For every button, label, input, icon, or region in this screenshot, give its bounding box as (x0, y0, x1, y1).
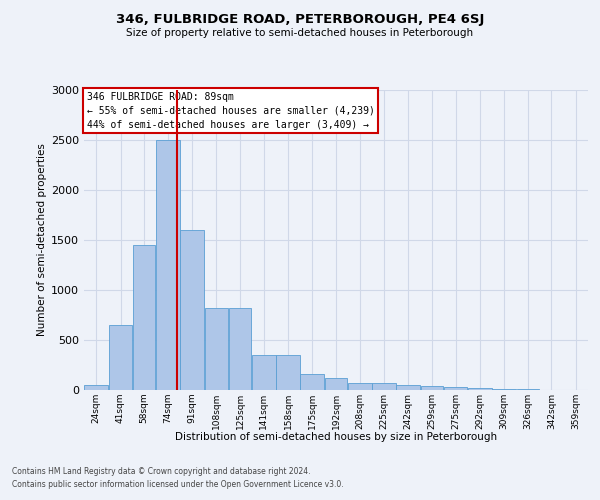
Bar (276, 355, 300, 390)
Bar (109, 325, 133, 390)
Text: Contains HM Land Registry data © Crown copyright and database right 2024.: Contains HM Land Registry data © Crown c… (12, 468, 311, 476)
Bar (493, 389, 516, 390)
Bar (252, 355, 275, 390)
Bar (443, 387, 467, 390)
Text: 346 FULBRIDGE ROAD: 89sqm
← 55% of semi-detached houses are smaller (4,239)
44% : 346 FULBRIDGE ROAD: 89sqm ← 55% of semi-… (86, 92, 374, 130)
Bar (372, 383, 396, 390)
Text: Distribution of semi-detached houses by size in Peterborough: Distribution of semi-detached houses by … (175, 432, 497, 442)
Bar (301, 374, 325, 390)
Text: Contains public sector information licensed under the Open Government Licence v3: Contains public sector information licen… (12, 480, 344, 489)
Bar (421, 386, 443, 390)
Bar (84, 385, 108, 390)
Bar (156, 140, 179, 390)
Text: Size of property relative to semi-detached houses in Peterborough: Size of property relative to semi-detach… (127, 28, 473, 38)
Y-axis label: Number of semi-detached properties: Number of semi-detached properties (37, 144, 47, 336)
Bar (347, 383, 371, 390)
Bar (468, 388, 492, 390)
Bar (229, 308, 251, 390)
Bar (517, 389, 539, 390)
Bar (397, 385, 420, 390)
Text: 346, FULBRIDGE ROAD, PETERBOROUGH, PE4 6SJ: 346, FULBRIDGE ROAD, PETERBOROUGH, PE4 6… (116, 12, 484, 26)
Bar (205, 308, 229, 390)
Bar (133, 245, 155, 390)
Bar (180, 230, 204, 390)
Bar (325, 378, 347, 390)
